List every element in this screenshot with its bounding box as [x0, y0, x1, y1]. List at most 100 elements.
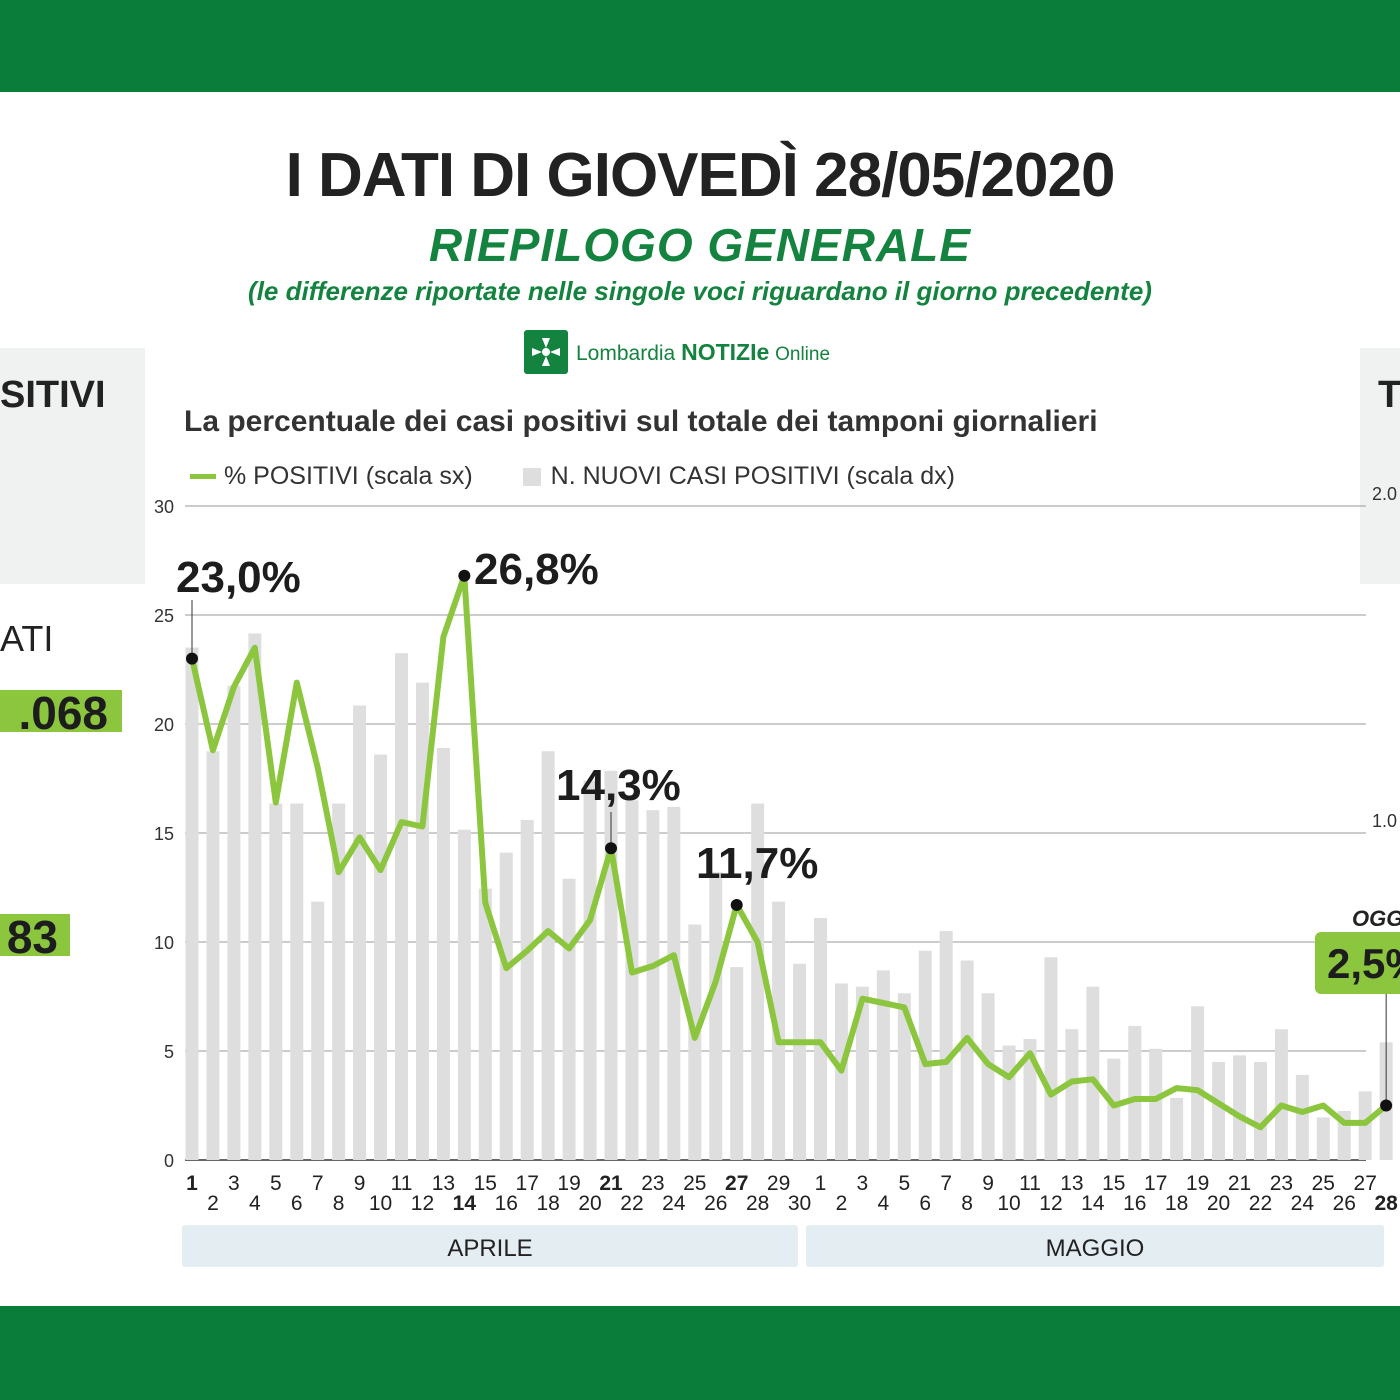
- x-tick-label: 18: [1165, 1192, 1188, 1215]
- x-tick-label: 7: [940, 1172, 952, 1195]
- legend-line-swatch: [190, 474, 216, 479]
- month-label: APRILE: [447, 1235, 532, 1262]
- bar: [1065, 1029, 1079, 1160]
- bar: [855, 986, 869, 1160]
- y-left-tick-label: 25: [154, 606, 174, 626]
- y-left-tick-label: 20: [154, 715, 174, 735]
- header-band: [0, 0, 1400, 92]
- bar: [646, 810, 660, 1160]
- month-band: [182, 1225, 798, 1267]
- x-tick-label: 20: [578, 1192, 601, 1215]
- bar: [541, 751, 555, 1160]
- bar: [625, 800, 639, 1160]
- right-panel-heading: T: [1378, 374, 1400, 416]
- bar: [436, 747, 450, 1160]
- bar: [185, 647, 199, 1160]
- x-tick-label: 16: [1123, 1192, 1146, 1215]
- x-tick-label: 6: [919, 1192, 931, 1215]
- legend-bar-swatch: [522, 467, 541, 486]
- legend-line-label: % POSITIVI (scala sx): [224, 462, 473, 490]
- bar: [667, 806, 681, 1160]
- bar: [1295, 1074, 1309, 1160]
- annotation-box: [1315, 932, 1400, 994]
- bar: [751, 803, 765, 1160]
- bar: [1023, 1039, 1037, 1160]
- x-tick-label: 2: [836, 1192, 848, 1215]
- bar: [206, 751, 220, 1160]
- logo-text-lombardia: Lombardia: [576, 341, 676, 365]
- x-tick-label: 11: [391, 1172, 413, 1195]
- x-tick-label: 21: [599, 1172, 623, 1195]
- bar: [981, 993, 995, 1160]
- bar: [415, 682, 429, 1160]
- footer-band: [0, 1306, 1400, 1400]
- annotation-label: 14,3%: [556, 761, 681, 810]
- bar: [457, 829, 471, 1160]
- left-panel-background: [0, 348, 145, 584]
- bar: [248, 633, 262, 1160]
- x-tick-label: 13: [432, 1172, 455, 1195]
- lombardia-logo-icon: [524, 330, 568, 374]
- annotation-dot: [458, 569, 471, 582]
- x-tick-label: 9: [354, 1172, 366, 1195]
- x-tick-label: 14: [453, 1192, 477, 1215]
- bar: [520, 819, 534, 1160]
- bar: [478, 888, 492, 1160]
- x-tick-label: 14: [1081, 1192, 1105, 1215]
- y-left-tick-label: 5: [164, 1042, 174, 1062]
- x-tick-label: 22: [1249, 1192, 1272, 1215]
- bar: [311, 901, 325, 1160]
- bar: [730, 967, 744, 1160]
- left-panel-value-2: 83: [0, 914, 70, 960]
- annotation-label: 23,0%: [176, 553, 301, 602]
- x-tick-label: 8: [961, 1192, 973, 1215]
- bar: [227, 685, 241, 1160]
- y-left-tick-label: 10: [154, 933, 174, 953]
- x-tick-label: 3: [857, 1172, 869, 1195]
- x-tick-label: 29: [767, 1172, 790, 1195]
- bar: [1316, 1117, 1330, 1160]
- bar: [1044, 957, 1058, 1160]
- x-tick-label: 6: [291, 1192, 303, 1215]
- left-panel-heading: SITIVI: [0, 374, 106, 416]
- page-note: (le differenze riportate nelle singole v…: [248, 276, 1152, 306]
- right-panel-background: [1360, 348, 1400, 584]
- month-band: [806, 1225, 1384, 1267]
- annotation-dot: [730, 898, 743, 911]
- x-tick-label: 12: [1039, 1192, 1062, 1215]
- left-panel-label: ATI: [0, 618, 54, 659]
- x-tick-label: 21: [1228, 1172, 1251, 1195]
- x-tick-label: 23: [641, 1172, 664, 1195]
- page-subtitle: RIEPILOGO GENERALE: [429, 219, 971, 271]
- series-line: [189, 572, 1390, 1131]
- bar: [353, 705, 367, 1160]
- x-tick-label: 17: [516, 1172, 539, 1195]
- x-tick-label: 3: [228, 1172, 240, 1195]
- x-tick-label: 10: [369, 1192, 392, 1215]
- annotation-label: 2,5%: [1327, 940, 1400, 987]
- bar: [1212, 1061, 1226, 1160]
- bar: [1253, 1061, 1267, 1160]
- legend-bar-label: N. NUOVI CASI POSITIVI (scala dx): [550, 462, 955, 490]
- bar: [814, 918, 827, 1160]
- x-tick-label: 24: [1291, 1192, 1315, 1215]
- y-right-tick-label: 2.0: [1372, 484, 1397, 504]
- logo-text: Lombardia NOTIZIe Online: [576, 339, 830, 366]
- bar: [960, 960, 974, 1160]
- left-panel-value-1: .068: [0, 690, 122, 736]
- bar: [1274, 1029, 1288, 1160]
- x-tick-label: 9: [982, 1172, 994, 1195]
- bar: [1107, 1058, 1121, 1160]
- x-tick-label: 1: [815, 1172, 827, 1195]
- x-tick-label: 5: [898, 1172, 910, 1195]
- x-tick-label: 19: [557, 1172, 580, 1195]
- x-tick-label: 8: [333, 1192, 345, 1215]
- bar: [1233, 1055, 1246, 1160]
- x-tick-label: 13: [1060, 1172, 1083, 1195]
- bar: [876, 970, 890, 1160]
- x-tick-label: 26: [704, 1192, 727, 1215]
- x-tick-label: 25: [683, 1172, 706, 1195]
- bar: [332, 803, 346, 1160]
- x-tick-label: 17: [1144, 1172, 1167, 1195]
- bar: [499, 852, 513, 1160]
